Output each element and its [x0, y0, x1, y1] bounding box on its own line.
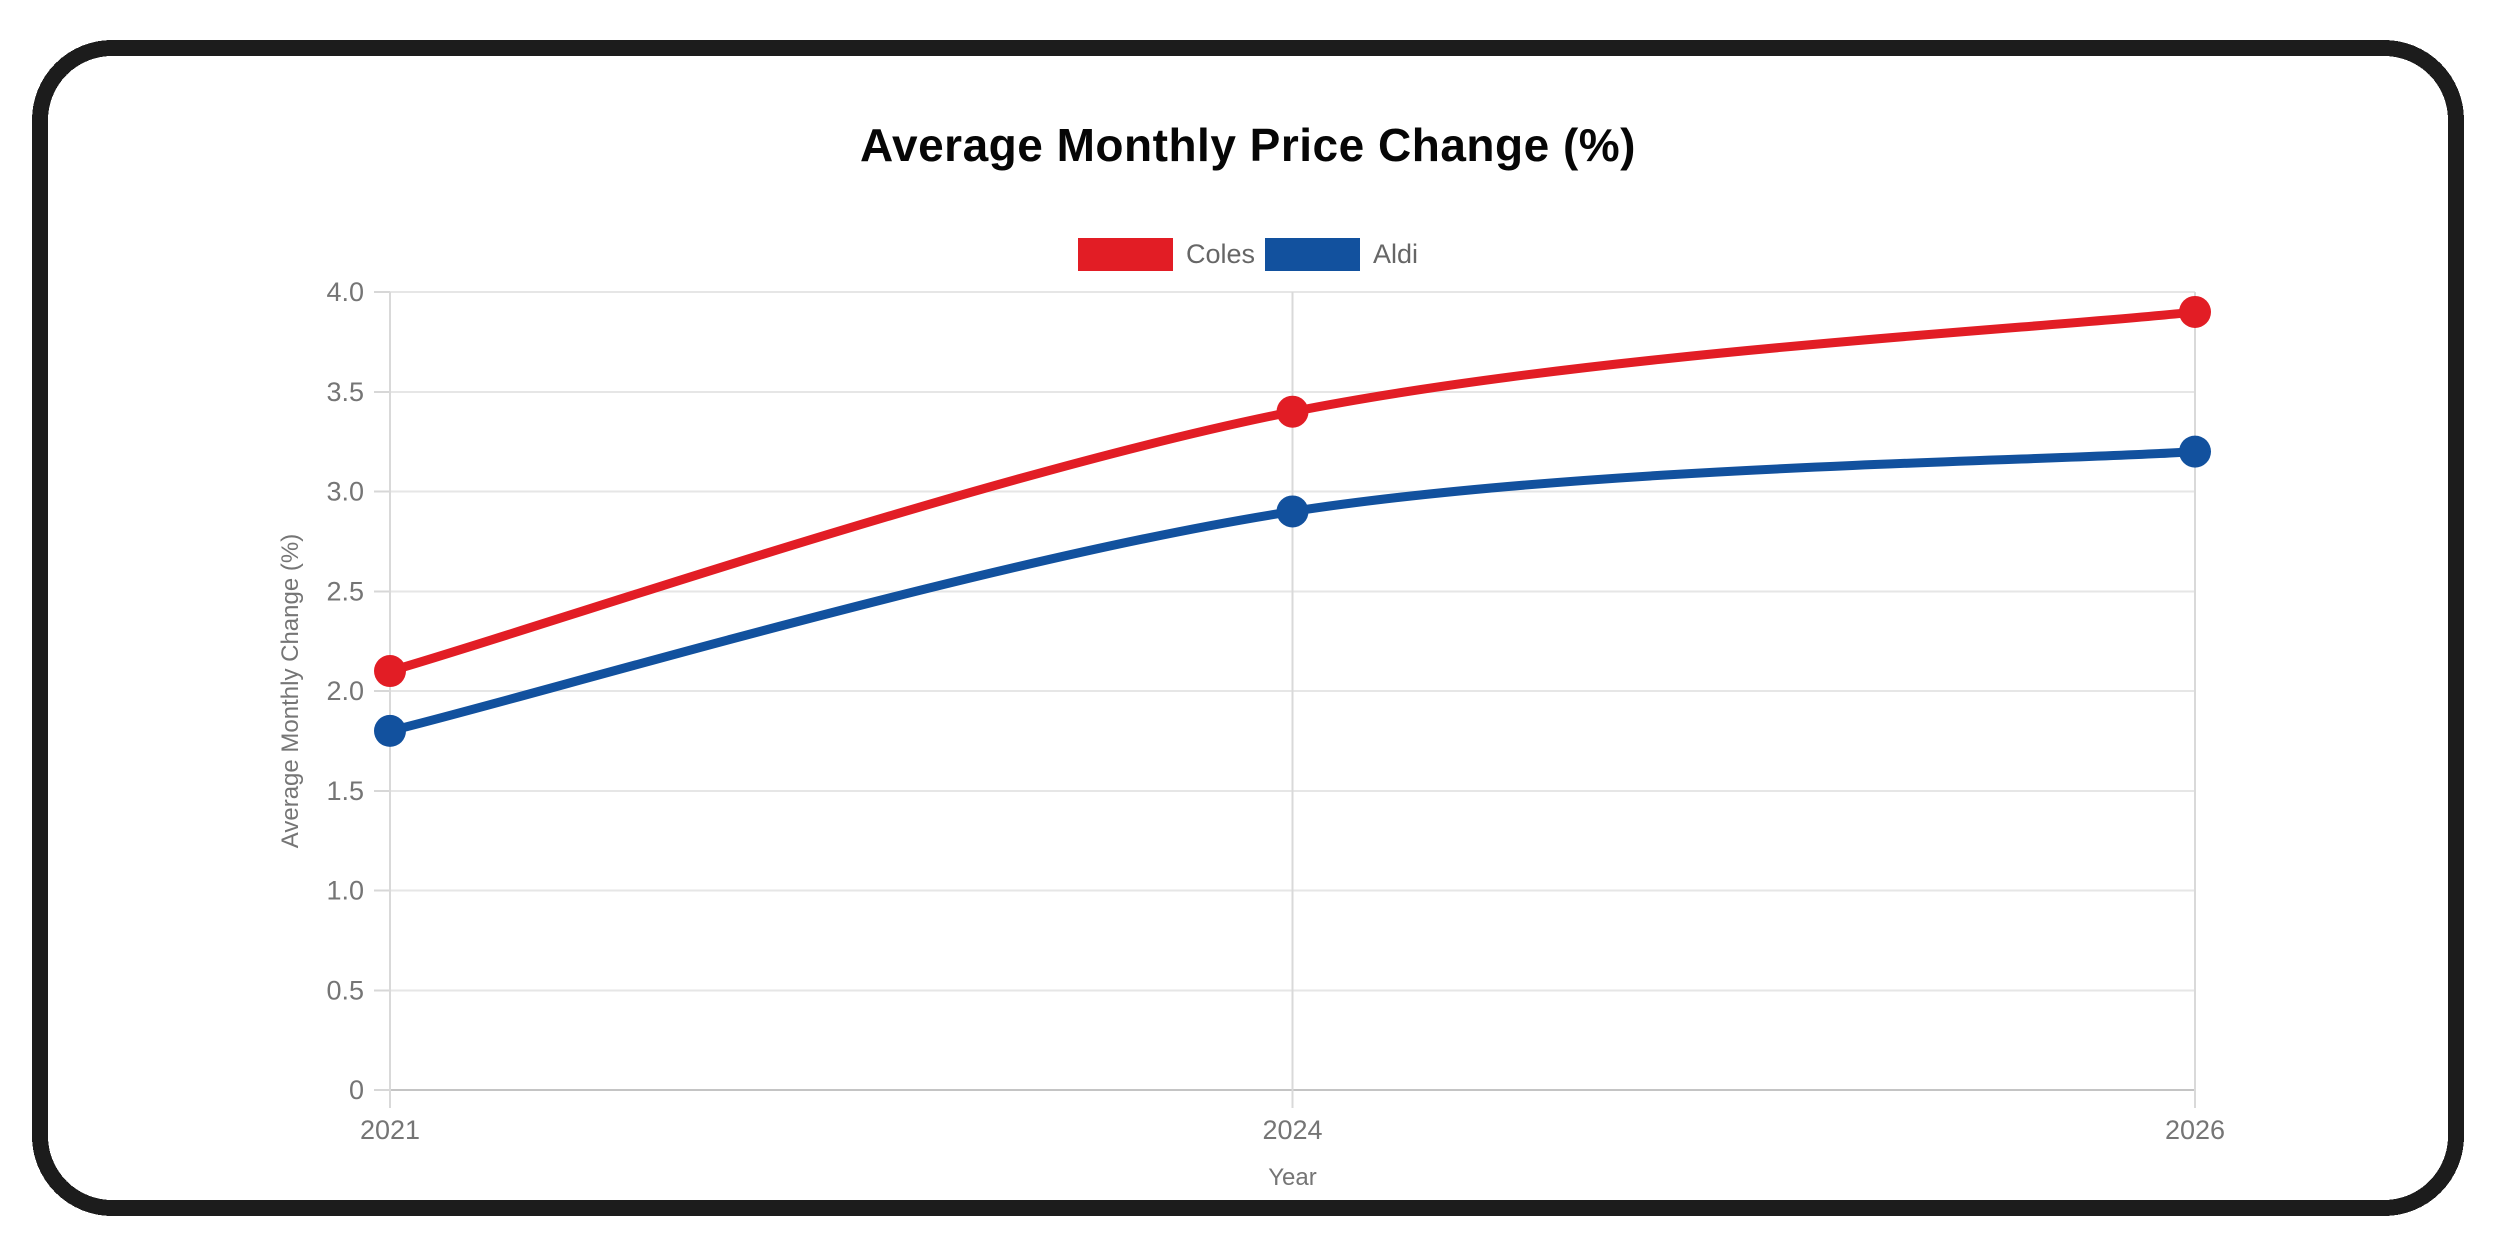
legend-swatch-coles	[1077, 238, 1173, 271]
y-tick-label: 2.0	[326, 676, 364, 706]
x-tick-label: 2024	[1262, 1115, 1322, 1145]
data-point-coles-2021[interactable]	[374, 655, 406, 688]
legend-label-coles: Coles	[1185, 239, 1255, 269]
y-tick-label: 1.5	[326, 776, 364, 806]
data-point-aldi-2024[interactable]	[1276, 495, 1309, 528]
x-tick-label: 2021	[360, 1115, 420, 1145]
y-tick-label: 0	[349, 1075, 364, 1105]
legend-swatch-aldi	[1265, 238, 1360, 271]
legend-item-aldi[interactable]: Aldi	[1265, 238, 1418, 271]
data-point-aldi-2026[interactable]	[2179, 435, 2211, 468]
x-axis-title: Year	[1268, 1164, 1317, 1191]
y-tick-label: 0.5	[326, 975, 364, 1005]
y-tick-label: 2.5	[326, 576, 364, 606]
x-tick-label: 2026	[2165, 1115, 2225, 1145]
data-point-coles-2024[interactable]	[1276, 395, 1309, 428]
y-tick-label: 3.5	[326, 377, 364, 407]
y-tick-label: 3.0	[326, 477, 364, 507]
chart-legend: Coles Aldi	[40, 238, 2456, 271]
data-point-coles-2026[interactable]	[2179, 295, 2211, 328]
legend-label-aldi: Aldi	[1373, 239, 1419, 269]
y-tick-label: 4.0	[326, 277, 364, 307]
y-tick-label: 1.0	[326, 876, 364, 906]
data-point-aldi-2021[interactable]	[374, 714, 406, 747]
chart-title: Average Monthly Price Change (%)	[859, 119, 1636, 171]
legend-item-coles[interactable]: Coles	[1077, 238, 1255, 271]
y-axis-title: Average Monthly Change (%)	[277, 534, 304, 848]
